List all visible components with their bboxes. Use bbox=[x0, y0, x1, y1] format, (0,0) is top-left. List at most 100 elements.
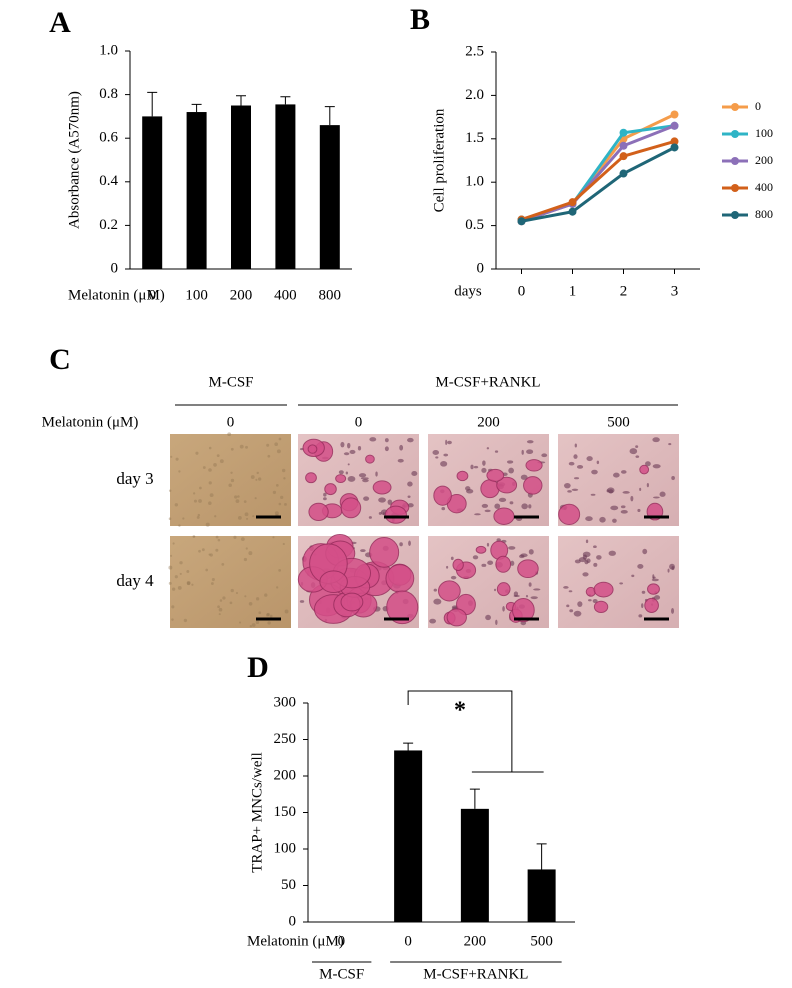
panel-label: C bbox=[49, 343, 71, 376]
cell bbox=[493, 588, 497, 592]
cell bbox=[199, 486, 202, 490]
cell bbox=[213, 463, 217, 467]
legend-marker bbox=[731, 103, 739, 111]
cell bbox=[541, 453, 548, 458]
cell bbox=[530, 596, 538, 600]
cell bbox=[345, 471, 349, 475]
cell bbox=[168, 489, 172, 492]
cell bbox=[172, 542, 175, 545]
cell bbox=[591, 469, 598, 475]
legend-label: 0 bbox=[755, 99, 761, 113]
point bbox=[670, 121, 679, 130]
column-label: 0 bbox=[355, 414, 363, 430]
point bbox=[568, 207, 577, 216]
error-bar bbox=[236, 95, 246, 106]
cell bbox=[283, 477, 286, 480]
osteoclast bbox=[495, 555, 512, 573]
legend-marker bbox=[731, 157, 739, 165]
cell bbox=[229, 601, 233, 605]
cell bbox=[245, 547, 248, 550]
cell bbox=[526, 440, 534, 444]
cell bbox=[281, 468, 286, 473]
x-tick-label: 800 bbox=[319, 287, 342, 303]
y-axis-label: Cell proliferation bbox=[431, 108, 447, 212]
cell bbox=[509, 501, 514, 505]
cell bbox=[357, 446, 362, 451]
cell bbox=[652, 574, 655, 580]
cell bbox=[508, 546, 516, 550]
osteoclast bbox=[335, 474, 347, 483]
cell bbox=[653, 496, 660, 499]
cell bbox=[429, 618, 437, 624]
cell bbox=[481, 563, 487, 567]
cell bbox=[249, 625, 253, 628]
osteoclast bbox=[386, 590, 419, 625]
osteoclast bbox=[558, 503, 581, 526]
cell bbox=[378, 511, 382, 515]
cell bbox=[599, 516, 606, 523]
cell bbox=[218, 607, 223, 612]
bar bbox=[142, 116, 163, 270]
cell bbox=[347, 475, 356, 482]
cell bbox=[272, 536, 275, 539]
panel-label: A bbox=[49, 6, 71, 39]
cell bbox=[215, 535, 219, 539]
cell bbox=[494, 450, 499, 453]
osteoclast bbox=[324, 483, 337, 496]
cell bbox=[276, 449, 281, 454]
cell bbox=[642, 548, 648, 555]
cell bbox=[360, 477, 369, 480]
cell bbox=[399, 542, 403, 547]
cell bbox=[245, 445, 248, 449]
micrograph bbox=[558, 434, 679, 526]
cell bbox=[578, 557, 587, 563]
cell bbox=[486, 447, 490, 450]
cell bbox=[566, 604, 570, 608]
cell bbox=[592, 598, 598, 604]
cell bbox=[610, 505, 619, 511]
cell bbox=[582, 551, 591, 558]
cell bbox=[645, 461, 651, 467]
cell bbox=[620, 510, 628, 514]
x-tick-label: 0 bbox=[148, 287, 156, 303]
cell bbox=[495, 619, 498, 625]
cell bbox=[671, 608, 675, 614]
x-tick-label: 0 bbox=[518, 283, 526, 299]
cell bbox=[630, 495, 634, 502]
cell bbox=[347, 442, 351, 449]
cell bbox=[525, 594, 529, 598]
micrograph bbox=[428, 536, 549, 628]
cell bbox=[608, 550, 616, 556]
cell bbox=[612, 518, 617, 523]
legend-label: 100 bbox=[755, 126, 773, 140]
cell bbox=[510, 560, 515, 566]
cell bbox=[338, 470, 344, 475]
cell bbox=[435, 456, 439, 459]
cell bbox=[408, 540, 411, 546]
micrograph bbox=[297, 534, 419, 628]
cell bbox=[443, 453, 449, 457]
osteoclast bbox=[525, 459, 543, 472]
bar bbox=[527, 869, 556, 922]
cell bbox=[447, 440, 452, 445]
cell bbox=[433, 598, 442, 605]
cell bbox=[619, 582, 624, 585]
cell bbox=[278, 569, 282, 572]
y-tick-label: 200 bbox=[274, 767, 297, 783]
group-label: M-CSF+RANKL bbox=[435, 374, 540, 390]
cell bbox=[667, 568, 670, 573]
cell bbox=[486, 542, 490, 547]
cell bbox=[174, 575, 178, 579]
cell bbox=[264, 593, 268, 597]
cell bbox=[208, 553, 211, 556]
cell bbox=[267, 621, 271, 625]
micrograph bbox=[428, 434, 549, 526]
cell bbox=[638, 614, 643, 618]
cell bbox=[502, 606, 505, 612]
osteoclast bbox=[369, 536, 400, 568]
bar bbox=[394, 750, 423, 922]
cell bbox=[573, 454, 578, 459]
cell bbox=[563, 586, 569, 589]
cell bbox=[343, 452, 350, 456]
cell bbox=[652, 437, 660, 443]
